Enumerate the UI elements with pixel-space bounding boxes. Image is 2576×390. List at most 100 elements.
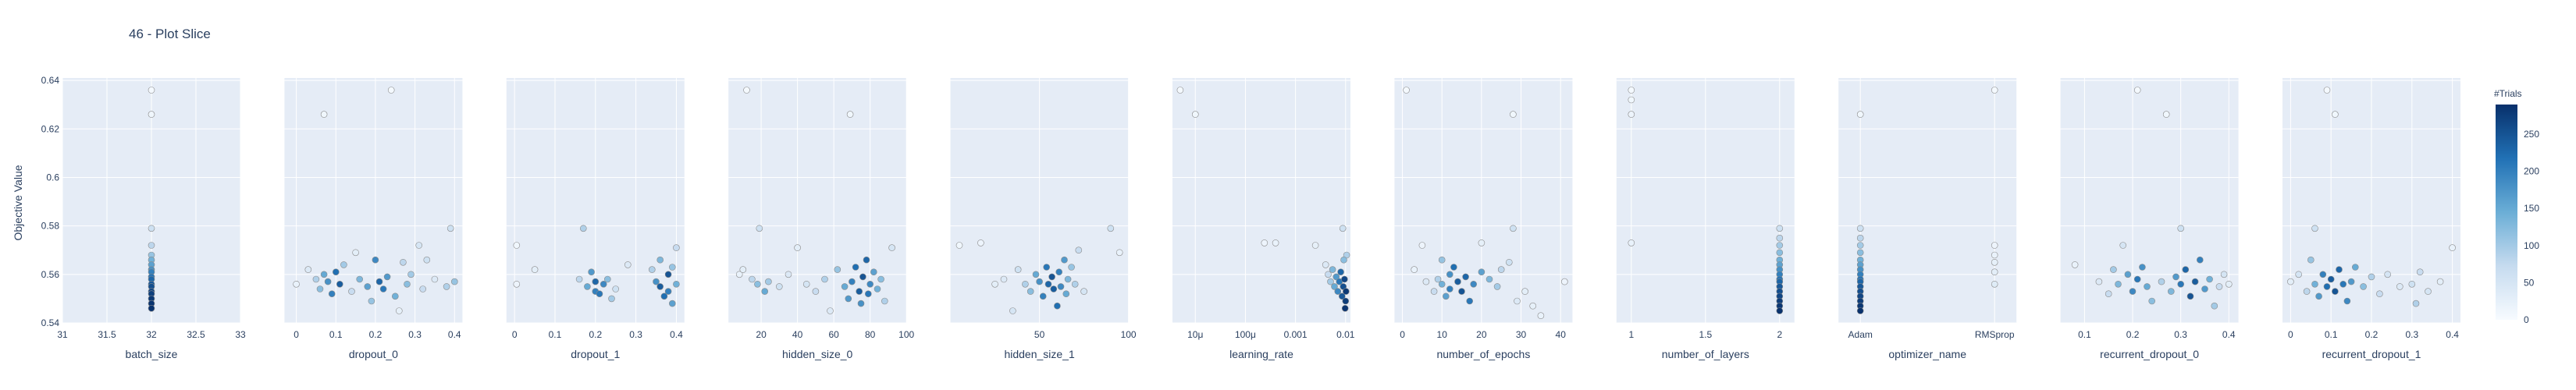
data-point[interactable] (653, 278, 660, 285)
data-point[interactable] (1529, 302, 1536, 310)
data-point[interactable] (1856, 249, 1864, 257)
data-point[interactable] (1036, 278, 1043, 285)
data-point[interactable] (749, 275, 756, 283)
data-point[interactable] (423, 256, 431, 264)
data-point[interactable] (1991, 87, 1998, 94)
data-point[interactable] (2129, 288, 2137, 295)
data-point[interactable] (785, 271, 792, 278)
data-point[interactable] (2215, 283, 2223, 290)
data-point[interactable] (1628, 239, 1635, 246)
data-point[interactable] (304, 266, 312, 273)
data-point[interactable] (1339, 225, 1347, 232)
data-point[interactable] (656, 256, 664, 264)
data-point[interactable] (328, 290, 336, 298)
data-point[interactable] (1493, 283, 1501, 290)
data-point[interactable] (1628, 87, 1635, 94)
data-point[interactable] (834, 266, 841, 273)
data-point[interactable] (2323, 87, 2331, 94)
data-point[interactable] (1776, 225, 1784, 232)
data-point[interactable] (1341, 275, 1348, 283)
data-point[interactable] (1438, 280, 1446, 288)
data-point[interactable] (596, 290, 603, 298)
data-point[interactable] (1537, 312, 1545, 320)
data-point[interactable] (664, 271, 672, 278)
data-point[interactable] (1043, 264, 1050, 271)
data-point[interactable] (1071, 280, 1079, 288)
data-point[interactable] (1411, 266, 1418, 273)
data-point[interactable] (2332, 111, 2339, 118)
data-point[interactable] (293, 280, 300, 288)
data-point[interactable] (332, 268, 340, 276)
data-point[interactable] (2368, 273, 2375, 281)
data-point[interactable] (1064, 275, 1072, 283)
data-point[interactable] (1454, 278, 1461, 285)
data-point[interactable] (531, 266, 539, 273)
data-point[interactable] (1339, 292, 1346, 300)
data-point[interactable] (1485, 275, 1493, 283)
data-point[interactable] (1080, 288, 1087, 295)
data-point[interactable] (2315, 292, 2322, 300)
data-point[interactable] (407, 271, 415, 278)
data-point[interactable] (1322, 261, 1329, 268)
data-point[interactable] (845, 295, 852, 303)
data-point[interactable] (1311, 242, 1319, 249)
data-point[interactable] (673, 280, 680, 288)
data-point[interactable] (1075, 246, 1083, 254)
data-point[interactable] (2226, 280, 2233, 288)
data-point[interactable] (2119, 242, 2126, 249)
data-point[interactable] (1510, 111, 1517, 118)
data-point[interactable] (841, 283, 849, 290)
data-point[interactable] (2319, 271, 2327, 278)
data-point[interactable] (1331, 283, 1338, 290)
data-point[interactable] (668, 264, 676, 271)
data-point[interactable] (1055, 268, 1062, 276)
data-point[interactable] (852, 264, 859, 271)
data-point[interactable] (1462, 273, 1469, 281)
data-point[interactable] (656, 283, 664, 290)
data-point[interactable] (2186, 292, 2194, 300)
data-point[interactable] (1261, 239, 1268, 246)
data-point[interactable] (1334, 288, 1342, 295)
data-point[interactable] (1991, 258, 1998, 266)
data-point[interactable] (1628, 111, 1635, 118)
data-point[interactable] (2384, 271, 2391, 278)
data-point[interactable] (1991, 268, 1998, 276)
data-point[interactable] (1434, 275, 1442, 283)
data-point[interactable] (2177, 225, 2184, 232)
data-point[interactable] (588, 268, 595, 276)
data-point[interactable] (863, 256, 870, 264)
data-point[interactable] (761, 288, 769, 295)
data-point[interactable] (2360, 283, 2367, 290)
data-point[interactable] (148, 111, 155, 118)
data-point[interactable] (1009, 307, 1016, 314)
data-point[interactable] (2436, 278, 2444, 285)
data-point[interactable] (320, 271, 328, 278)
data-point[interactable] (2396, 283, 2403, 290)
data-point[interactable] (364, 283, 372, 290)
data-point[interactable] (1443, 292, 1450, 300)
data-point[interactable] (2449, 244, 2456, 251)
data-point[interactable] (955, 242, 963, 249)
data-point[interactable] (404, 280, 411, 288)
data-point[interactable] (592, 278, 600, 285)
data-point[interactable] (148, 304, 155, 312)
data-point[interactable] (2336, 266, 2343, 273)
data-point[interactable] (1438, 256, 1446, 264)
data-point[interactable] (2287, 278, 2294, 285)
data-point[interactable] (443, 283, 450, 290)
data-point[interactable] (1325, 271, 1332, 278)
data-point[interactable] (735, 271, 743, 278)
data-point[interactable] (2339, 280, 2347, 288)
data-point[interactable] (1470, 280, 1477, 288)
data-point[interactable] (1446, 271, 1453, 278)
data-point[interactable] (624, 261, 632, 268)
data-point[interactable] (1329, 266, 1336, 273)
data-point[interactable] (1272, 239, 1279, 246)
data-point[interactable] (603, 275, 611, 283)
data-point[interactable] (1403, 87, 1410, 94)
data-point[interactable] (2206, 275, 2213, 283)
data-point[interactable] (148, 87, 155, 94)
data-point[interactable] (1062, 290, 1070, 298)
data-point[interactable] (775, 283, 783, 290)
data-point[interactable] (2162, 111, 2170, 118)
